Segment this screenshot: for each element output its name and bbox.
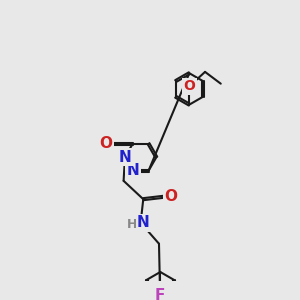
- Text: N: N: [137, 215, 150, 230]
- Text: N: N: [118, 150, 131, 165]
- Text: N: N: [126, 164, 139, 178]
- Text: O: O: [165, 189, 178, 204]
- Text: O: O: [99, 136, 112, 151]
- Text: O: O: [183, 79, 195, 93]
- Text: F: F: [155, 287, 166, 300]
- Text: H: H: [127, 218, 137, 231]
